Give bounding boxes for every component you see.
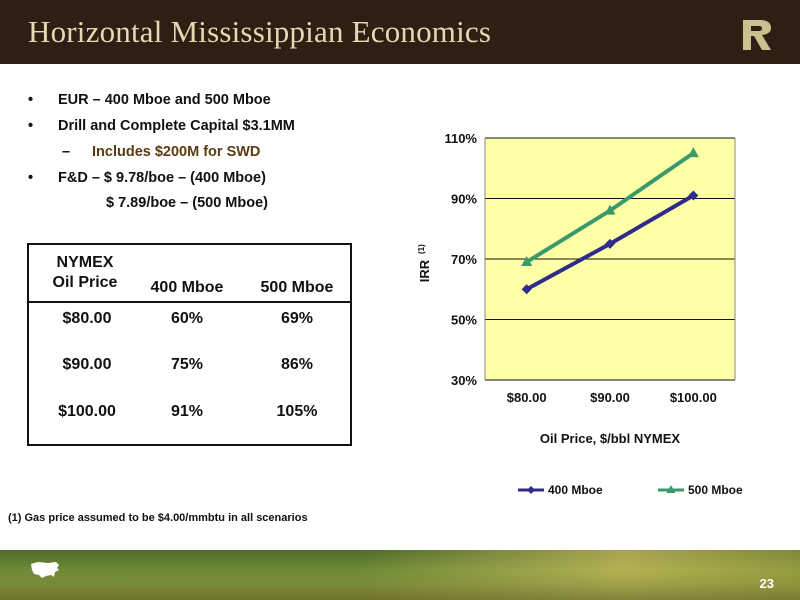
- legend-marker: [666, 485, 676, 493]
- legend-marker: [527, 486, 535, 494]
- y-tick-label: 110%: [444, 131, 477, 146]
- footer-landscape-banner: 23: [0, 550, 800, 600]
- table-cell: 105%: [276, 403, 318, 420]
- legend-label: 400 Mboe: [548, 483, 603, 497]
- bullet-marker: •: [28, 92, 34, 108]
- sub-bullet-text: Includes $200M for SWD: [92, 144, 261, 160]
- x-tick-label: $80.00: [507, 390, 547, 405]
- header-line: Oil Price: [52, 274, 118, 291]
- chart-legend: 400 Mboe 500 Mboe: [518, 483, 743, 497]
- irr-table: NYMEX Oil Price 400 Mboe 500 Mboe $80.00…: [27, 243, 352, 446]
- y-tick-label: 70%: [451, 252, 477, 267]
- y-tick-label: 50%: [451, 313, 477, 328]
- table-cell: 86%: [280, 356, 314, 373]
- table-cell: $80.00: [62, 310, 112, 327]
- y-tick-label: 30%: [451, 373, 477, 388]
- table-cell: 91%: [170, 403, 204, 420]
- bullet-text: Drill and Complete Capital $3.1MM: [58, 118, 295, 134]
- table-cell: $100.00: [58, 403, 116, 420]
- data-point-marker: [521, 256, 533, 267]
- irr-line-chart: 30% 50% 70% 90% 110% $80.00 $90.00 $100.00 Oil…: [417, 131, 743, 497]
- title-bar: Horizontal Mississippian Economics: [0, 0, 800, 64]
- x-axis-label: Oil Price, $/bbl NYMEX: [540, 431, 680, 446]
- footnote: (1) Gas price assumed to be $4.00/mmbtu …: [8, 512, 308, 524]
- legend-label: 500 Mboe: [688, 483, 743, 497]
- table-cell: 60%: [170, 310, 204, 327]
- y-axis-label: IRR: [417, 259, 432, 282]
- slide-title: Horizontal Mississippian Economics: [28, 14, 492, 49]
- data-point-marker: [521, 284, 532, 295]
- footer-field: [0, 570, 800, 600]
- x-tick-labels: $80.00 $90.00 $100.00: [507, 390, 717, 405]
- page-number: 23: [759, 576, 774, 591]
- company-logo: [743, 20, 771, 50]
- x-tick-label: $90.00: [590, 390, 630, 405]
- us-map-icon: [31, 562, 59, 578]
- x-tick-label: $100.00: [670, 390, 717, 405]
- data-point-marker: [605, 238, 615, 249]
- bullet-text: EUR – 400 Mboe and 500 Mboe: [58, 92, 271, 108]
- sub-bullet-marker: –: [62, 144, 71, 160]
- data-point-marker: [687, 147, 699, 158]
- bullet-marker: •: [28, 170, 34, 186]
- table-cell: 69%: [280, 310, 314, 327]
- bullet-text: F&D – $ 9.78/boe – (400 Mboe): [58, 170, 266, 186]
- y-axis-label-group: IRR (1): [417, 244, 432, 282]
- header-divider: [29, 301, 350, 303]
- data-point-marker: [604, 204, 616, 215]
- series-markers: [521, 147, 699, 295]
- table-header-500: 500 Mboe: [260, 279, 334, 296]
- table-cell: $90.00: [62, 356, 112, 373]
- table-header-400: 400 Mboe: [150, 279, 224, 296]
- header-line: NYMEX: [56, 254, 114, 271]
- data-point-marker: [688, 190, 699, 201]
- bullet-text: $ 7.89/boe – (500 Mboe): [106, 195, 268, 211]
- bullet-marker: •: [28, 118, 34, 134]
- table-header-oil-price: NYMEX Oil Price: [29, 253, 141, 293]
- y-tick-labels: 30% 50% 70% 90% 110%: [444, 131, 477, 388]
- table-cell: 75%: [170, 356, 204, 373]
- y-axis-label-footnote: (1): [417, 244, 426, 254]
- y-tick-label: 90%: [451, 192, 477, 207]
